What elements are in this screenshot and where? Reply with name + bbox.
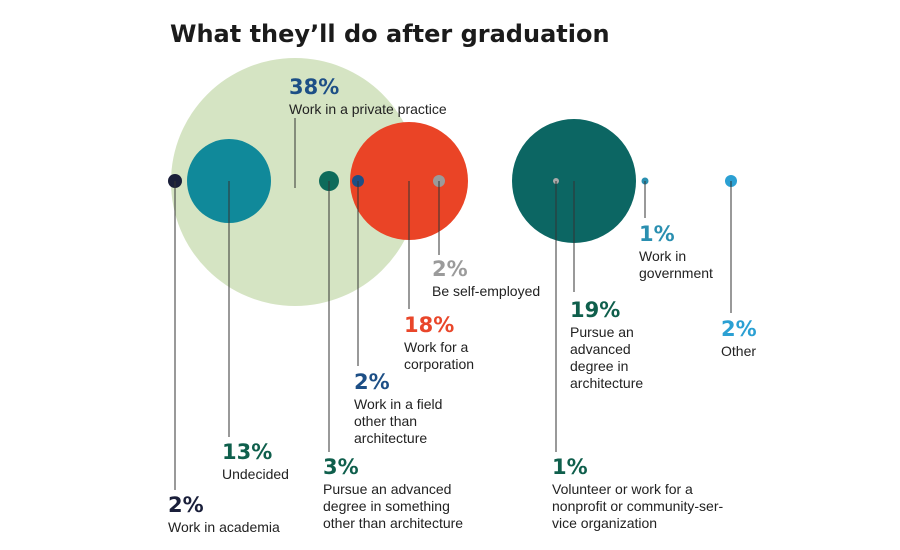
category-text: degree in something [323,498,450,514]
percent-label: 13% [222,440,272,464]
percent-label: 1% [639,222,675,246]
category-text: nonprofit or community-ser- [552,498,724,514]
category-text: Work in academia [168,519,280,535]
category-text: other than architecture [323,515,463,531]
category-text: Be self-employed [432,283,540,299]
percent-label: 38% [289,75,339,99]
percent-label: 2% [432,257,468,281]
category-text: architecture [570,375,643,391]
labels: 38% Work in a private practice 2% Work in a… [168,75,757,535]
percent-label: 19% [570,298,620,322]
category-text: Work for a [404,339,469,355]
category-label: 2% Work in academia [168,493,280,535]
category-text: vice organization [552,515,657,531]
percent-label: 18% [404,313,454,337]
percent-label: 2% [354,370,390,394]
chart-title: What they’ll do after graduation [170,20,610,48]
category-text: Other [721,343,756,359]
percent-label: 2% [168,493,204,517]
category-label: 38% Work in a private practice [289,75,447,117]
category-text: other than [354,413,417,429]
category-text: government [639,265,713,281]
category-label: 13% Undecided [222,440,289,482]
category-text: Volunteer or work for a [552,481,693,497]
category-text: Work in [639,248,686,264]
percent-label: 3% [323,455,359,479]
leader-lines [174,118,732,490]
percent-label: 2% [721,317,757,341]
category-text: advanced [570,341,631,357]
percent-label: 1% [552,455,588,479]
category-text: Undecided [222,466,289,482]
category-label: 2% Be self-employed [432,257,540,299]
category-text: Work in a field [354,396,442,412]
category-text: Pursue an [570,324,634,340]
category-text: degree in [570,358,628,374]
category-label: 2% Other [721,317,757,359]
category-text: Work in a private practice [289,101,447,117]
category-text: Pursue an advanced [323,481,451,497]
category-text: corporation [404,356,474,372]
category-text: architecture [354,430,427,446]
